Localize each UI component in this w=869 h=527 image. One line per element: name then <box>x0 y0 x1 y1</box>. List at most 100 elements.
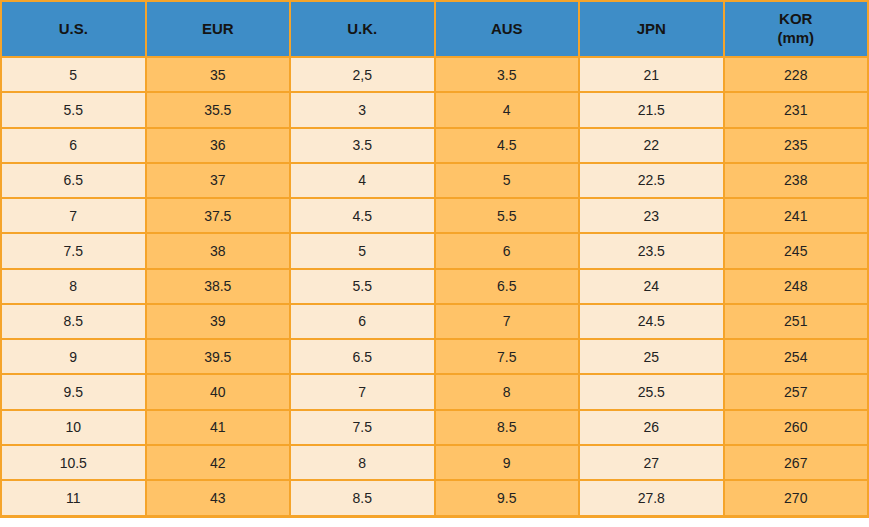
table-cell: 8 <box>290 445 435 480</box>
table-cell: 8.5 <box>290 480 435 516</box>
table-cell: 5 <box>1 57 146 92</box>
table-cell: 22.5 <box>579 163 724 198</box>
table-cell: 4 <box>435 92 580 127</box>
table-cell: 9.5 <box>1 374 146 409</box>
table-cell: 8.5 <box>435 410 580 445</box>
table-cell: 267 <box>724 445 869 480</box>
table-row: 8.5396724.5251 <box>1 304 868 339</box>
table-row: 737.54.55.523241 <box>1 198 868 233</box>
table-cell: 6 <box>1 128 146 163</box>
column-header-label: EUR <box>147 20 290 39</box>
table-cell: 251 <box>724 304 869 339</box>
table-cell: 25 <box>579 339 724 374</box>
table-cell: 4 <box>290 163 435 198</box>
table-cell: 238 <box>724 163 869 198</box>
table-cell: 10 <box>1 410 146 445</box>
table-cell: 6.5 <box>1 163 146 198</box>
table-row: 11438.59.527.8270 <box>1 480 868 516</box>
table-cell: 40 <box>146 374 291 409</box>
table-cell: 42 <box>146 445 291 480</box>
table-cell: 5.5 <box>290 269 435 304</box>
table-cell: 23 <box>579 198 724 233</box>
table-cell: 9 <box>1 339 146 374</box>
table-header: U.S.EURU.K.AUSJPNKOR(mm) <box>1 1 868 57</box>
column-header-eur: EUR <box>146 1 291 57</box>
table-row: 7.5385623.5245 <box>1 233 868 268</box>
column-header-label: KOR <box>725 10 868 29</box>
column-header-label: AUS <box>436 20 579 39</box>
table-row: 939.56.57.525254 <box>1 339 868 374</box>
column-header-label: U.K. <box>291 20 434 39</box>
table-cell: 8.5 <box>1 304 146 339</box>
table-cell: 7.5 <box>1 233 146 268</box>
table-cell: 7.5 <box>290 410 435 445</box>
table-cell: 254 <box>724 339 869 374</box>
table-cell: 270 <box>724 480 869 516</box>
table-cell: 7 <box>290 374 435 409</box>
table-cell: 7.5 <box>435 339 580 374</box>
column-header-sublabel: (mm) <box>725 29 868 48</box>
table-row: 6.5374522.5238 <box>1 163 868 198</box>
table-body: 5352,53.5212285.535.53421.52316363.54.52… <box>1 57 868 517</box>
table-cell: 37.5 <box>146 198 291 233</box>
table-cell: 241 <box>724 198 869 233</box>
table-cell: 24 <box>579 269 724 304</box>
table-cell: 7 <box>1 198 146 233</box>
table-cell: 3.5 <box>435 57 580 92</box>
table-cell: 27.8 <box>579 480 724 516</box>
table-cell: 22 <box>579 128 724 163</box>
table-cell: 245 <box>724 233 869 268</box>
table-cell: 35 <box>146 57 291 92</box>
table-cell: 43 <box>146 480 291 516</box>
column-header-uk: U.K. <box>290 1 435 57</box>
table-cell: 4.5 <box>290 198 435 233</box>
table-header-row: U.S.EURU.K.AUSJPNKOR(mm) <box>1 1 868 57</box>
table-cell: 35.5 <box>146 92 291 127</box>
table-row: 838.55.56.524248 <box>1 269 868 304</box>
table-cell: 5 <box>435 163 580 198</box>
column-header-label: JPN <box>580 20 723 39</box>
column-header-us: U.S. <box>1 1 146 57</box>
table-cell: 228 <box>724 57 869 92</box>
table-cell: 248 <box>724 269 869 304</box>
table-cell: 5.5 <box>435 198 580 233</box>
table-cell: 2,5 <box>290 57 435 92</box>
table-cell: 6 <box>435 233 580 268</box>
table-row: 5.535.53421.5231 <box>1 92 868 127</box>
column-header-label: U.S. <box>2 20 145 39</box>
table-row: 9.5407825.5257 <box>1 374 868 409</box>
page: U.S.EURU.K.AUSJPNKOR(mm) 5352,53.5212285… <box>0 0 869 527</box>
table-cell: 3.5 <box>290 128 435 163</box>
table-cell: 7 <box>435 304 580 339</box>
table-cell: 6.5 <box>435 269 580 304</box>
table-row: 10.5428927267 <box>1 445 868 480</box>
table-cell: 231 <box>724 92 869 127</box>
table-cell: 38 <box>146 233 291 268</box>
table-cell: 24.5 <box>579 304 724 339</box>
table-cell: 6.5 <box>290 339 435 374</box>
table-cell: 21 <box>579 57 724 92</box>
column-header-kor: KOR(mm) <box>724 1 869 57</box>
table-cell: 38.5 <box>146 269 291 304</box>
table-cell: 260 <box>724 410 869 445</box>
table-row: 6363.54.522235 <box>1 128 868 163</box>
table-cell: 36 <box>146 128 291 163</box>
column-header-jpn: JPN <box>579 1 724 57</box>
column-header-aus: AUS <box>435 1 580 57</box>
table-cell: 257 <box>724 374 869 409</box>
table-cell: 23.5 <box>579 233 724 268</box>
shoe-size-conversion-table: U.S.EURU.K.AUSJPNKOR(mm) 5352,53.5212285… <box>0 0 869 518</box>
table-cell: 8 <box>1 269 146 304</box>
table-cell: 5.5 <box>1 92 146 127</box>
table-row: 10417.58.526260 <box>1 410 868 445</box>
table-cell: 9.5 <box>435 480 580 516</box>
table-cell: 39.5 <box>146 339 291 374</box>
table-cell: 8 <box>435 374 580 409</box>
table-cell: 5 <box>290 233 435 268</box>
table-cell: 10.5 <box>1 445 146 480</box>
table-row: 5352,53.521228 <box>1 57 868 92</box>
table-cell: 11 <box>1 480 146 516</box>
table-cell: 39 <box>146 304 291 339</box>
table-cell: 4.5 <box>435 128 580 163</box>
table-cell: 26 <box>579 410 724 445</box>
